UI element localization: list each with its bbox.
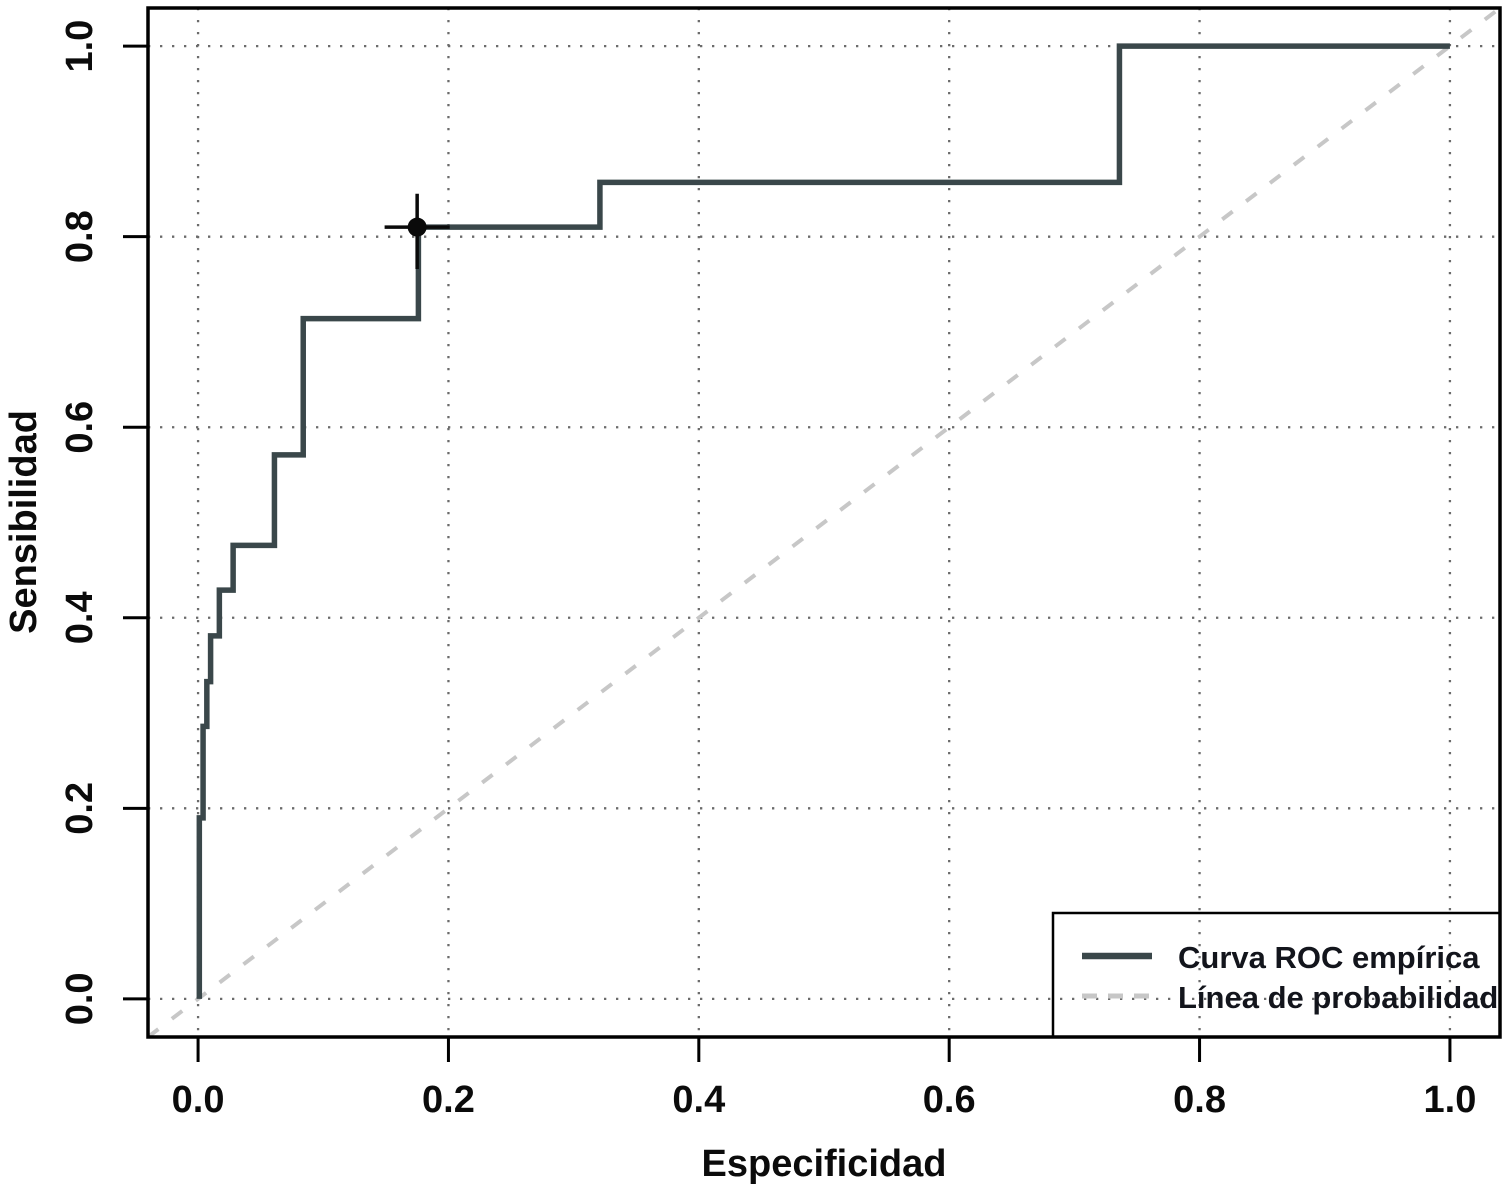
series-group [146, 6, 1502, 1039]
y-tick-label: 1.0 [59, 20, 101, 73]
roc-curve [196, 43, 1450, 999]
y-tick-label: 0.2 [59, 782, 101, 835]
plot-border [146, 6, 1502, 1039]
x-tick-label: 0.6 [923, 1079, 976, 1121]
legend-box [1051, 911, 1502, 1039]
y-tick-label: 0.4 [59, 591, 101, 644]
probability-line [146, 6, 1502, 1039]
legend: Curva ROC empírica Línea de probabilidad [1051, 911, 1502, 1039]
axis-group: 0.0 0.0 0.2 0.2 0.4 0.4 0.6 0.6 0.8 0.8 1.0 1.0 [59, 20, 1476, 1121]
y-tick-label: 0.0 [59, 972, 101, 1025]
legend-swatch-group [1082, 952, 1152, 999]
x-axis-title: Especificidad [702, 1143, 947, 1185]
y-axis-title: Sensibilidad [3, 410, 45, 634]
legend-label-roc: Curva ROC empírica [1178, 940, 1480, 975]
legend-label-probability: Línea de probabilidad [1178, 980, 1498, 1015]
x-tick-label: 0.8 [1173, 1079, 1226, 1121]
y-tick-label: 0.8 [59, 210, 101, 263]
x-tick-label: 0.0 [172, 1079, 225, 1121]
x-tick-label: 0.2 [422, 1079, 475, 1121]
x-tick-label: 1.0 [1424, 1079, 1477, 1121]
y-tick-label: 0.6 [59, 401, 101, 454]
threshold-point [407, 217, 427, 237]
x-tick-label: 0.4 [672, 1079, 725, 1121]
